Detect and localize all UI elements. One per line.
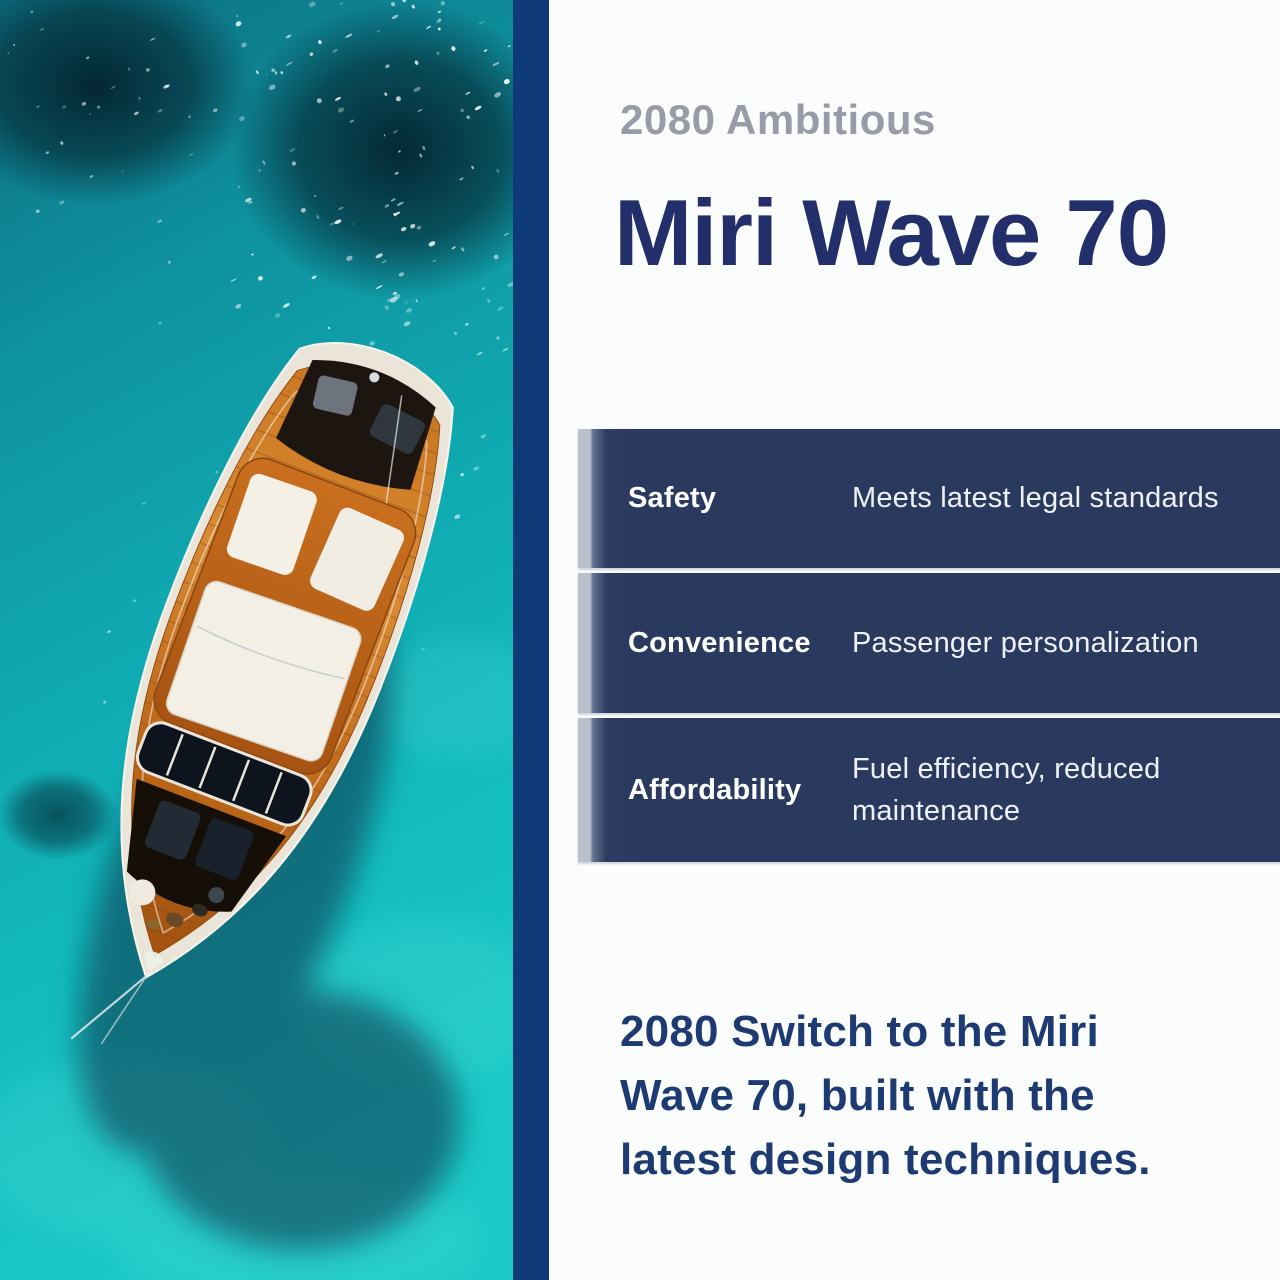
feature-label: Affordability [628, 773, 802, 806]
product-title: Miri Wave 70 [614, 180, 1169, 285]
feature-label: Convenience [628, 626, 811, 659]
brand-eyebrow: 2080 Ambitious [620, 96, 936, 143]
feature-description: Fuel efficiency, reduced maintenance [852, 752, 1161, 827]
feature-description: Passenger personalization [852, 626, 1199, 659]
underwater-rocks [0, 0, 513, 860]
tagline-text: 2080 Switch to the Miri Wave 70, built w… [620, 1007, 1151, 1184]
feature-row-safety: Safety Meets latest legal standards [578, 429, 1280, 568]
boat-aerial-photo [0, 0, 513, 1280]
feature-row-convenience: Convenience Passenger personalization [578, 573, 1280, 713]
feature-table: Safety Meets latest legal standards Conv… [578, 429, 1280, 867]
feature-row-affordability: Affordability Fuel efficiency, reduced m… [578, 718, 1280, 862]
feature-description: Meets latest legal standards [852, 482, 1219, 515]
feature-label: Safety [628, 482, 717, 514]
accent-divider-bar [513, 0, 549, 1280]
wooden-boat [54, 336, 478, 1045]
